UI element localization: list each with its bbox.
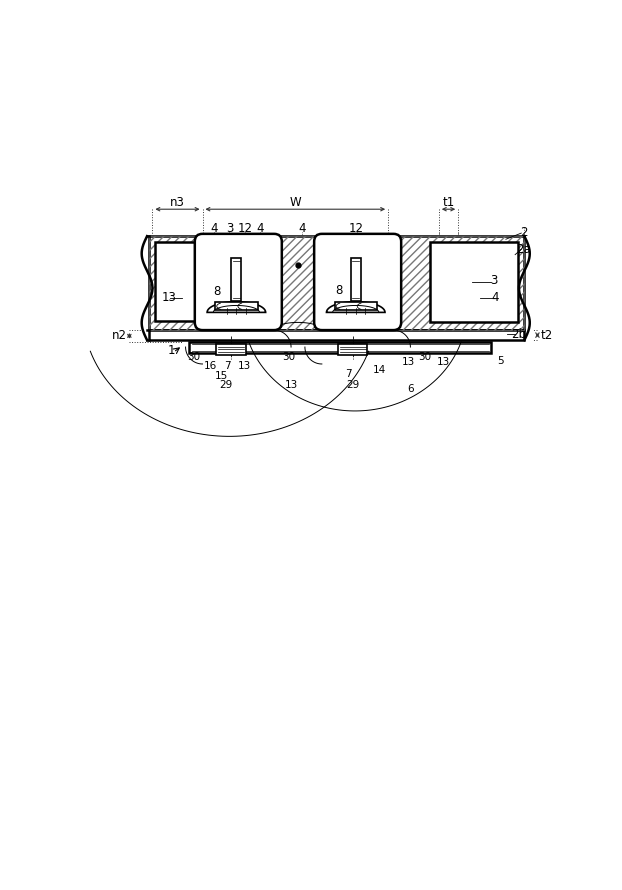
Text: 12: 12 — [349, 222, 364, 235]
Polygon shape — [231, 258, 241, 301]
Polygon shape — [320, 249, 395, 315]
Text: 7: 7 — [345, 369, 352, 379]
Text: 4: 4 — [210, 222, 218, 235]
Polygon shape — [215, 303, 258, 310]
Text: 2: 2 — [521, 226, 528, 239]
Text: 12: 12 — [238, 222, 253, 235]
Polygon shape — [351, 258, 361, 301]
Polygon shape — [330, 240, 386, 324]
Text: 30: 30 — [418, 352, 431, 362]
Text: 8: 8 — [335, 284, 343, 296]
Text: 14: 14 — [373, 365, 386, 376]
Text: 1: 1 — [168, 344, 175, 357]
Text: n2: n2 — [112, 329, 127, 343]
Text: 3: 3 — [226, 222, 233, 235]
Text: 6: 6 — [407, 384, 414, 394]
Polygon shape — [155, 241, 195, 321]
Text: 13: 13 — [437, 357, 450, 367]
FancyBboxPatch shape — [195, 234, 282, 330]
Polygon shape — [201, 249, 276, 315]
Text: W: W — [289, 196, 301, 209]
Text: 30: 30 — [187, 352, 200, 362]
Text: 4: 4 — [256, 222, 264, 235]
Text: 30: 30 — [282, 352, 295, 362]
Text: 3: 3 — [490, 274, 497, 287]
FancyBboxPatch shape — [314, 234, 401, 330]
Text: 13: 13 — [238, 361, 251, 371]
Polygon shape — [207, 302, 266, 312]
Text: 2b: 2b — [511, 328, 526, 341]
Text: t2: t2 — [541, 328, 553, 342]
Polygon shape — [327, 302, 385, 312]
Text: n3: n3 — [170, 196, 185, 209]
Polygon shape — [335, 303, 377, 310]
Text: 7: 7 — [224, 361, 231, 371]
Text: 13: 13 — [401, 357, 415, 367]
Polygon shape — [149, 236, 524, 330]
Text: 15: 15 — [215, 370, 228, 381]
Text: 8: 8 — [213, 285, 221, 298]
Text: t1: t1 — [442, 196, 455, 209]
Polygon shape — [216, 344, 246, 355]
Text: 4: 4 — [491, 291, 499, 304]
Polygon shape — [210, 240, 266, 324]
Text: 13: 13 — [161, 291, 176, 304]
Polygon shape — [149, 330, 524, 340]
Text: 2a: 2a — [516, 243, 531, 255]
Polygon shape — [338, 344, 367, 355]
Text: 29: 29 — [346, 380, 360, 390]
Text: 4: 4 — [298, 222, 305, 235]
Text: 16: 16 — [203, 361, 217, 371]
Text: 29: 29 — [220, 380, 233, 390]
Polygon shape — [190, 342, 491, 353]
Polygon shape — [430, 241, 518, 322]
Text: 5: 5 — [497, 356, 504, 366]
Text: 13: 13 — [284, 380, 298, 390]
